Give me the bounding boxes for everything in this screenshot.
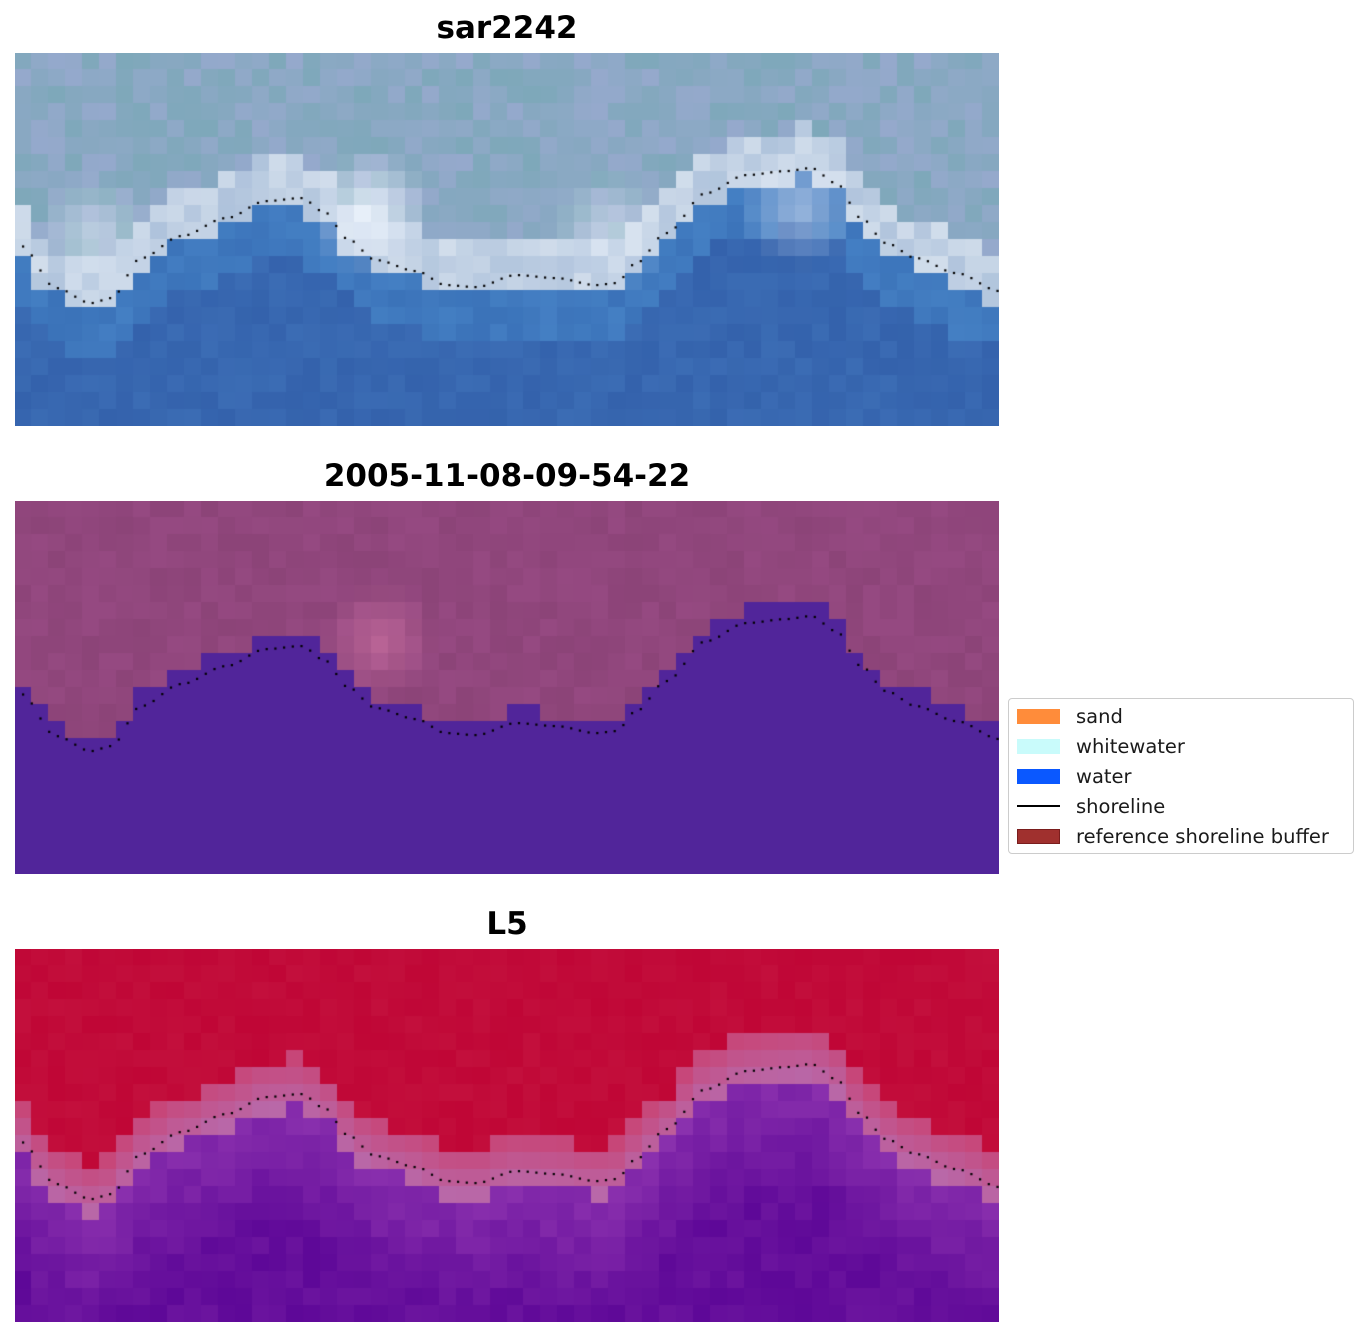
shoreline-line-icon [1017, 805, 1060, 807]
water-swatch-icon [1017, 768, 1060, 784]
legend-label: shoreline [1076, 794, 1166, 818]
reference-buffer-swatch-icon [1017, 828, 1060, 844]
legend-label: reference shoreline buffer [1076, 824, 1329, 848]
panel-title-3: L5 [486, 906, 528, 942]
whitewater-swatch-icon [1017, 738, 1060, 754]
panel-title-1: sar2242 [436, 10, 578, 46]
legend-item-sand: sand [1017, 701, 1123, 731]
legend-item-reference-buffer: reference shoreline buffer [1017, 821, 1329, 851]
satellite-image-panel [15, 53, 999, 426]
index-image-panel [15, 949, 999, 1322]
legend-item-whitewater: whitewater [1017, 731, 1185, 761]
legend-label: sand [1076, 704, 1123, 728]
legend-item-shoreline: shoreline [1017, 791, 1165, 821]
legend-label: water [1076, 764, 1132, 788]
legend: sand whitewater water shoreline referenc… [1008, 698, 1354, 854]
sand-swatch-icon [1017, 708, 1060, 724]
legend-item-water: water [1017, 761, 1132, 791]
panel-title-2: 2005-11-08-09-54-22 [323, 458, 691, 494]
classification-image-panel [15, 501, 999, 874]
legend-label: whitewater [1076, 734, 1185, 758]
